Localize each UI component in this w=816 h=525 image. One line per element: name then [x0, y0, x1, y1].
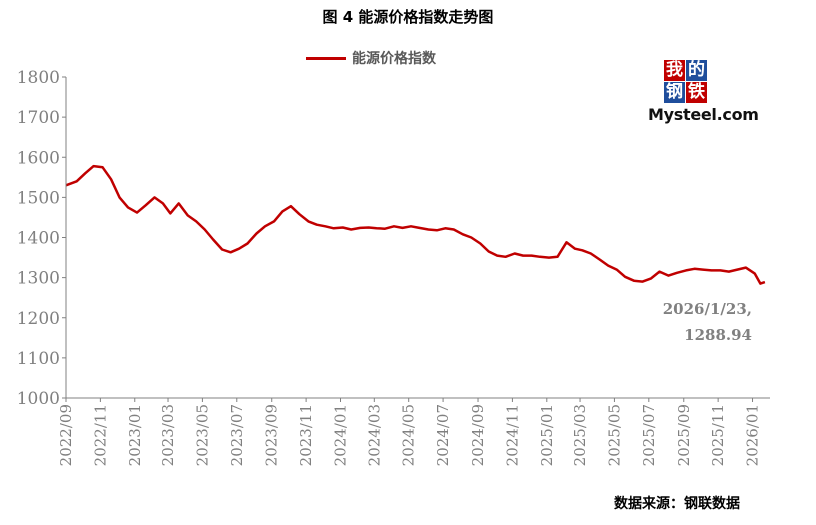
x-tick-label: 2025/01 [538, 404, 556, 466]
series-line-energy-price-index [65, 164, 766, 285]
x-tick-label: 2023/05 [193, 404, 211, 466]
x-tick-label: 2023/07 [228, 404, 246, 466]
last-value-annotation-date: 2026/1/23, [662, 300, 752, 318]
x-tick-label: 2025/03 [571, 404, 589, 466]
logo-char-de: 的 [686, 60, 707, 81]
last-value-annotation-value: 1288.94 [684, 326, 752, 344]
x-tick-label: 2025/07 [640, 404, 658, 466]
y-axis-ticks: 1000 1100 1200 1300 1400 1500 1600 1700 1800 [17, 68, 66, 409]
x-tick-label: 2024/03 [365, 404, 383, 466]
x-tick-label: 2025/09 [675, 404, 693, 466]
x-tick-label: 2024/01 [331, 404, 349, 466]
x-axis-ticks: 2022/09 2022/11 2023/01 2023/03 2023/05 2023/… [57, 398, 762, 466]
legend-label: 能源价格指数 [352, 51, 436, 67]
y-tick-label: 1100 [17, 349, 60, 369]
x-tick-label: 2023/09 [263, 404, 281, 466]
logo-char-gang: 钢 [664, 82, 685, 103]
y-tick-label: 1600 [17, 148, 60, 168]
x-tick-label: 2023/11 [297, 404, 315, 466]
logo-char-wo: 我 [664, 60, 685, 81]
x-tick-label: 2024/07 [434, 404, 452, 466]
x-tick-label: 2022/09 [57, 404, 75, 466]
legend-swatch [306, 56, 346, 60]
y-tick-label: 1500 [17, 188, 60, 208]
x-tick-label: 2024/11 [503, 404, 521, 466]
logo-text: Mysteel.com [648, 105, 759, 124]
mysteel-logo: 我 的 钢 铁 Mysteel.com [648, 60, 759, 130]
y-tick-label: 1800 [17, 68, 60, 88]
y-tick-label: 1200 [17, 309, 60, 329]
data-source: 数据来源：钢联数据 [614, 496, 740, 512]
logo-grid: 我 的 钢 铁 [664, 60, 707, 103]
x-tick-label: 2025/05 [605, 404, 623, 466]
y-tick-label: 1400 [17, 229, 60, 249]
legend: 能源价格指数 [306, 48, 436, 68]
logo-char-tie: 铁 [686, 82, 707, 103]
chart-title: 图 4 能源价格指数走势图 [322, 8, 494, 26]
x-tick-label: 2023/03 [159, 404, 177, 466]
y-tick-label: 1000 [17, 389, 60, 409]
x-tick-label: 2024/09 [469, 404, 487, 466]
y-tick-label: 1300 [17, 269, 60, 289]
x-tick-label: 2022/11 [91, 404, 109, 466]
x-tick-label: 2024/05 [400, 404, 418, 466]
x-tick-label: 2025/11 [709, 404, 727, 466]
y-tick-label: 1700 [17, 108, 60, 128]
x-tick-label: 2023/01 [126, 404, 144, 466]
x-tick-label: 2026/01 [744, 404, 762, 466]
